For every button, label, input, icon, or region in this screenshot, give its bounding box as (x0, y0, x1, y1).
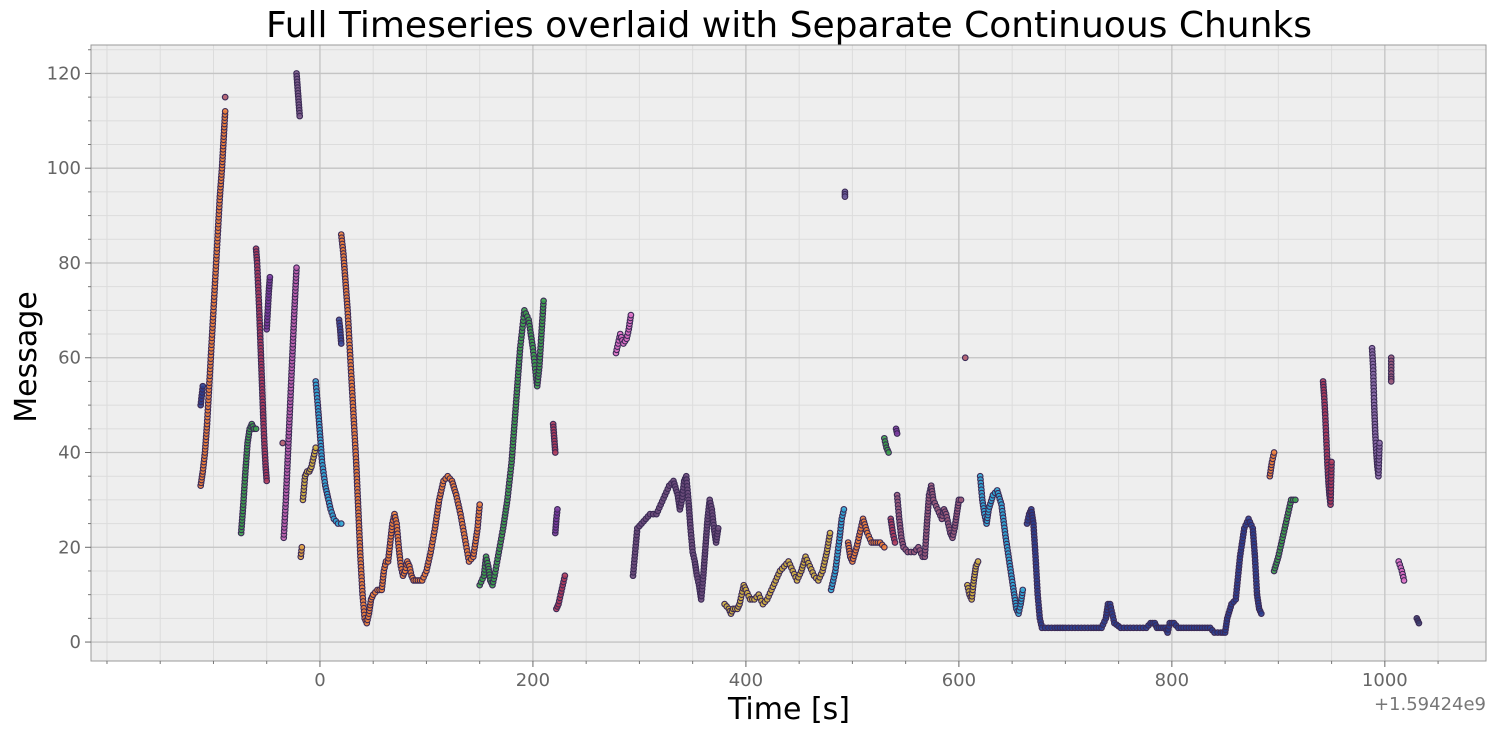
x-tick-label: 600 (942, 670, 976, 691)
data-point (551, 449, 559, 456)
data-point (840, 506, 848, 513)
x-axis-offset: +1.59424e9 (1374, 694, 1486, 715)
data-point (961, 354, 969, 362)
data-point (221, 107, 229, 115)
data-point (714, 524, 722, 532)
data-point (891, 539, 899, 546)
data-point (540, 297, 547, 305)
chart-title: Full Timeseries overlaid with Separate C… (266, 5, 1312, 46)
y-axis-ticks: 0 20 40 60 80 100 120 (47, 49, 91, 653)
data-point (298, 543, 306, 551)
data-point (1400, 577, 1408, 584)
data-point (1292, 496, 1299, 504)
data-point (1257, 610, 1265, 617)
data-point (974, 558, 982, 565)
data-point (1415, 619, 1423, 627)
data-point (221, 93, 229, 101)
data-point (263, 477, 271, 485)
y-tick-label: 0 (70, 632, 81, 653)
data-points (197, 70, 1423, 636)
x-tick-label: 200 (516, 670, 550, 691)
data-point (841, 193, 849, 200)
data-point (880, 543, 888, 551)
data-point (561, 572, 569, 580)
y-tick-label: 80 (58, 253, 81, 274)
data-point (554, 506, 561, 513)
data-point (199, 382, 207, 390)
data-point (293, 264, 300, 272)
y-tick-label: 60 (58, 348, 81, 369)
x-axis-label: Time [s] (727, 692, 850, 727)
x-tick-label: 400 (729, 670, 763, 691)
x-axis-ticks: 0 200 400 600 800 1000 (106, 661, 1439, 691)
data-point (1387, 378, 1395, 385)
data-point (279, 439, 287, 447)
data-point (1270, 449, 1278, 456)
data-point (957, 496, 965, 504)
data-point (1328, 458, 1335, 466)
data-point (296, 112, 304, 120)
data-point (893, 430, 901, 437)
data-point (826, 529, 834, 537)
data-point (252, 425, 260, 433)
data-point (1376, 439, 1383, 447)
y-tick-label: 100 (47, 158, 81, 179)
data-point (337, 520, 345, 527)
plot-frame (90, 44, 1487, 662)
data-point (627, 311, 635, 319)
x-tick-label: 1000 (1362, 670, 1408, 691)
data-point (1019, 586, 1027, 594)
data-point (337, 340, 345, 347)
data-point (476, 501, 484, 508)
x-tick-label: 0 (314, 670, 325, 691)
data-point (266, 273, 274, 281)
y-axis-label: Message (9, 291, 44, 422)
data-point (885, 449, 892, 456)
x-tick-label: 800 (1155, 670, 1189, 691)
y-tick-label: 120 (47, 63, 81, 84)
y-tick-label: 40 (58, 443, 81, 464)
y-tick-label: 20 (58, 537, 81, 558)
